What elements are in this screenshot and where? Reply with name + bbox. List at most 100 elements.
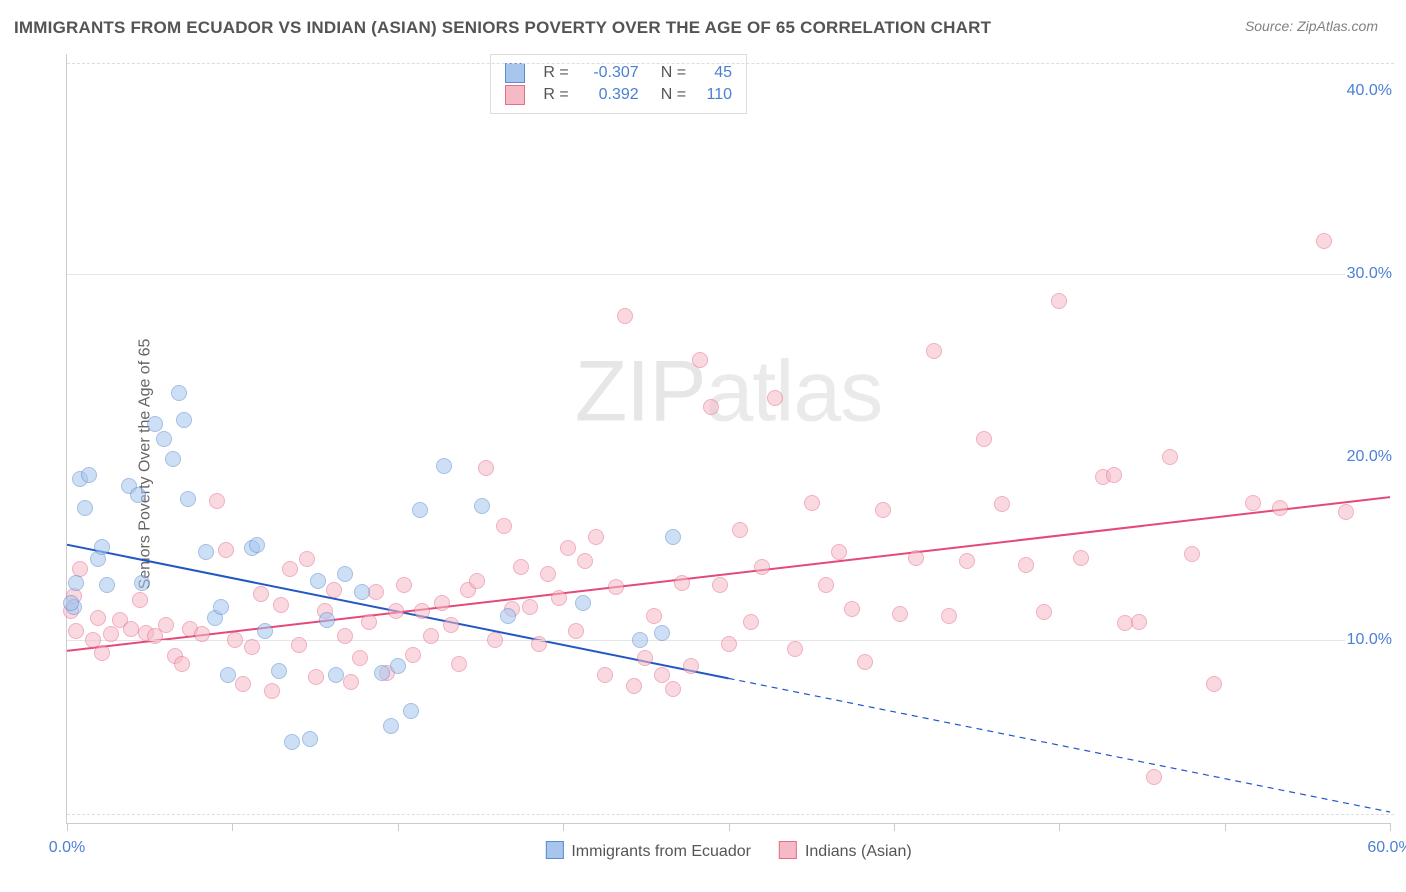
point-ecuador [374, 665, 390, 681]
x-tick-label: 60.0% [1367, 839, 1406, 857]
point-ecuador [249, 537, 265, 553]
point-indians [560, 540, 576, 556]
point-ecuador [147, 416, 163, 432]
point-ecuador [156, 431, 172, 447]
point-ecuador [319, 612, 335, 628]
point-indians [1131, 614, 1147, 630]
point-indians [496, 518, 512, 534]
y-tick-label: 40.0% [1345, 82, 1394, 100]
point-ecuador [94, 539, 110, 555]
point-indians [209, 493, 225, 509]
point-indians [103, 626, 119, 642]
x-tick-label: 0.0% [49, 839, 85, 857]
point-indians [264, 683, 280, 699]
point-indians [654, 667, 670, 683]
point-indians [674, 575, 690, 591]
legend-item-ecuador: Immigrants from Ecuador [545, 841, 751, 861]
point-indians [282, 561, 298, 577]
point-indians [469, 573, 485, 589]
point-indians [174, 656, 190, 672]
point-indians [326, 582, 342, 598]
point-indians [703, 399, 719, 415]
source-label: Source: ZipAtlas.com [1245, 18, 1378, 34]
point-indians [194, 626, 210, 642]
point-indians [90, 610, 106, 626]
point-indians [414, 603, 430, 619]
point-indians [844, 601, 860, 617]
point-indians [857, 654, 873, 670]
point-ecuador [180, 491, 196, 507]
point-indians [818, 577, 834, 593]
point-indians [959, 553, 975, 569]
point-ecuador [63, 595, 79, 611]
point-indians [1051, 293, 1067, 309]
point-ecuador [500, 608, 516, 624]
point-indians [1036, 604, 1052, 620]
point-indians [712, 577, 728, 593]
point-indians [665, 681, 681, 697]
point-ecuador [134, 575, 150, 591]
point-ecuador [165, 451, 181, 467]
point-indians [299, 551, 315, 567]
point-indians [513, 559, 529, 575]
y-tick-label: 30.0% [1345, 265, 1394, 283]
point-indians [253, 586, 269, 602]
point-indians [754, 559, 770, 575]
point-indians [976, 431, 992, 447]
point-ecuador [99, 577, 115, 593]
point-indians [1073, 550, 1089, 566]
point-indians [568, 623, 584, 639]
point-indians [683, 658, 699, 674]
point-indians [531, 636, 547, 652]
point-indians [1018, 557, 1034, 573]
chart-title: IMMIGRANTS FROM ECUADOR VS INDIAN (ASIAN… [14, 18, 991, 38]
point-ecuador [198, 544, 214, 560]
point-indians [227, 632, 243, 648]
point-indians [235, 676, 251, 692]
swatch-indians-icon [779, 841, 797, 859]
point-indians [388, 603, 404, 619]
point-indians [597, 667, 613, 683]
point-ecuador [474, 498, 490, 514]
point-indians [487, 632, 503, 648]
stats-row-ecuador: R =-0.307 N =45 [505, 63, 732, 83]
x-axis-legend: Immigrants from Ecuador Indians (Asian) [545, 841, 911, 861]
point-indians [588, 529, 604, 545]
point-indians [1338, 504, 1354, 520]
point-indians [875, 502, 891, 518]
point-indians [908, 550, 924, 566]
point-ecuador [654, 625, 670, 641]
point-indians [337, 628, 353, 644]
point-indians [396, 577, 412, 593]
point-indians [451, 656, 467, 672]
point-ecuador [171, 385, 187, 401]
swatch-ecuador-icon [545, 841, 563, 859]
y-tick-label: 10.0% [1345, 631, 1394, 649]
point-indians [831, 544, 847, 560]
point-ecuador [383, 718, 399, 734]
point-indians [743, 614, 759, 630]
point-ecuador [220, 667, 236, 683]
point-indians [646, 608, 662, 624]
point-ecuador [403, 703, 419, 719]
point-indians [608, 579, 624, 595]
point-indians [68, 623, 84, 639]
point-indians [405, 647, 421, 663]
point-indians [123, 621, 139, 637]
point-indians [732, 522, 748, 538]
point-ecuador [436, 458, 452, 474]
point-indians [787, 641, 803, 657]
point-indians [94, 645, 110, 661]
point-indians [637, 650, 653, 666]
point-indians [1206, 676, 1222, 692]
point-ecuador [77, 500, 93, 516]
point-ecuador [302, 731, 318, 747]
point-ecuador [632, 632, 648, 648]
point-indians [1146, 769, 1162, 785]
point-ecuador [412, 502, 428, 518]
point-ecuador [337, 566, 353, 582]
point-indians [423, 628, 439, 644]
point-indians [994, 496, 1010, 512]
point-indians [244, 639, 260, 655]
point-indians [721, 636, 737, 652]
